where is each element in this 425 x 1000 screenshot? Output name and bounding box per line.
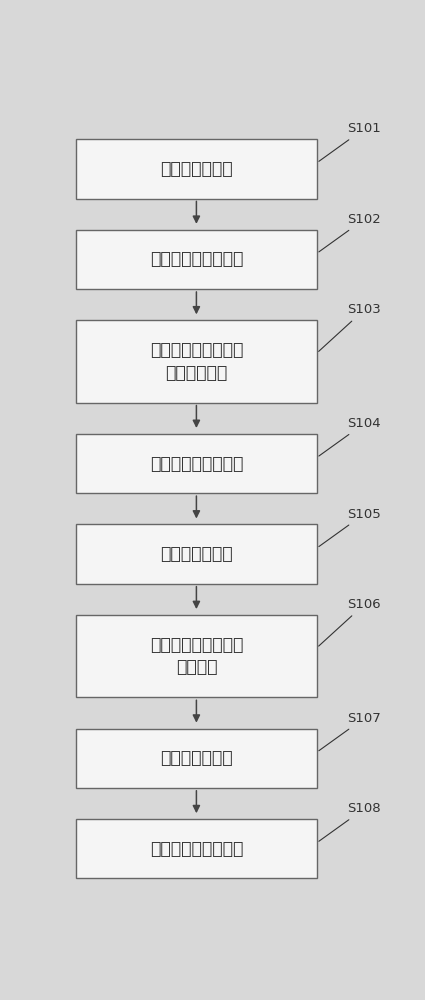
- Bar: [76, 524, 317, 584]
- Bar: [76, 729, 317, 788]
- Text: 小片电极片计数: 小片电极片计数: [160, 749, 233, 767]
- Bar: [76, 230, 317, 289]
- Text: S106: S106: [319, 598, 381, 646]
- Text: 大片电极片切割切痕: 大片电极片切割切痕: [150, 250, 243, 268]
- Text: S108: S108: [319, 802, 381, 841]
- Bar: [76, 819, 317, 878]
- Bar: [76, 615, 317, 697]
- Text: S107: S107: [319, 712, 381, 751]
- Text: S104: S104: [319, 417, 381, 456]
- Text: 中片电极片上料: 中片电极片上料: [160, 545, 233, 563]
- Text: 为中片电极片: 为中片电极片: [165, 364, 227, 382]
- Text: 片电极片: 片电极片: [176, 658, 217, 676]
- Text: 小片电极片下料装箱: 小片电极片下料装箱: [150, 840, 243, 858]
- Text: S103: S103: [319, 303, 381, 351]
- Text: S101: S101: [319, 122, 381, 161]
- Text: S105: S105: [319, 508, 381, 547]
- Bar: [76, 434, 317, 493]
- Text: 中片电极片切割为小: 中片电极片切割为小: [150, 636, 243, 654]
- Text: S102: S102: [319, 213, 381, 252]
- Bar: [76, 139, 317, 199]
- Text: 大片电极片上料: 大片电极片上料: [160, 160, 233, 178]
- Text: 中片电极片人工加料: 中片电极片人工加料: [150, 455, 243, 473]
- Bar: [76, 320, 317, 403]
- Text: 大片电极片手工扳断: 大片电极片手工扳断: [150, 341, 243, 359]
